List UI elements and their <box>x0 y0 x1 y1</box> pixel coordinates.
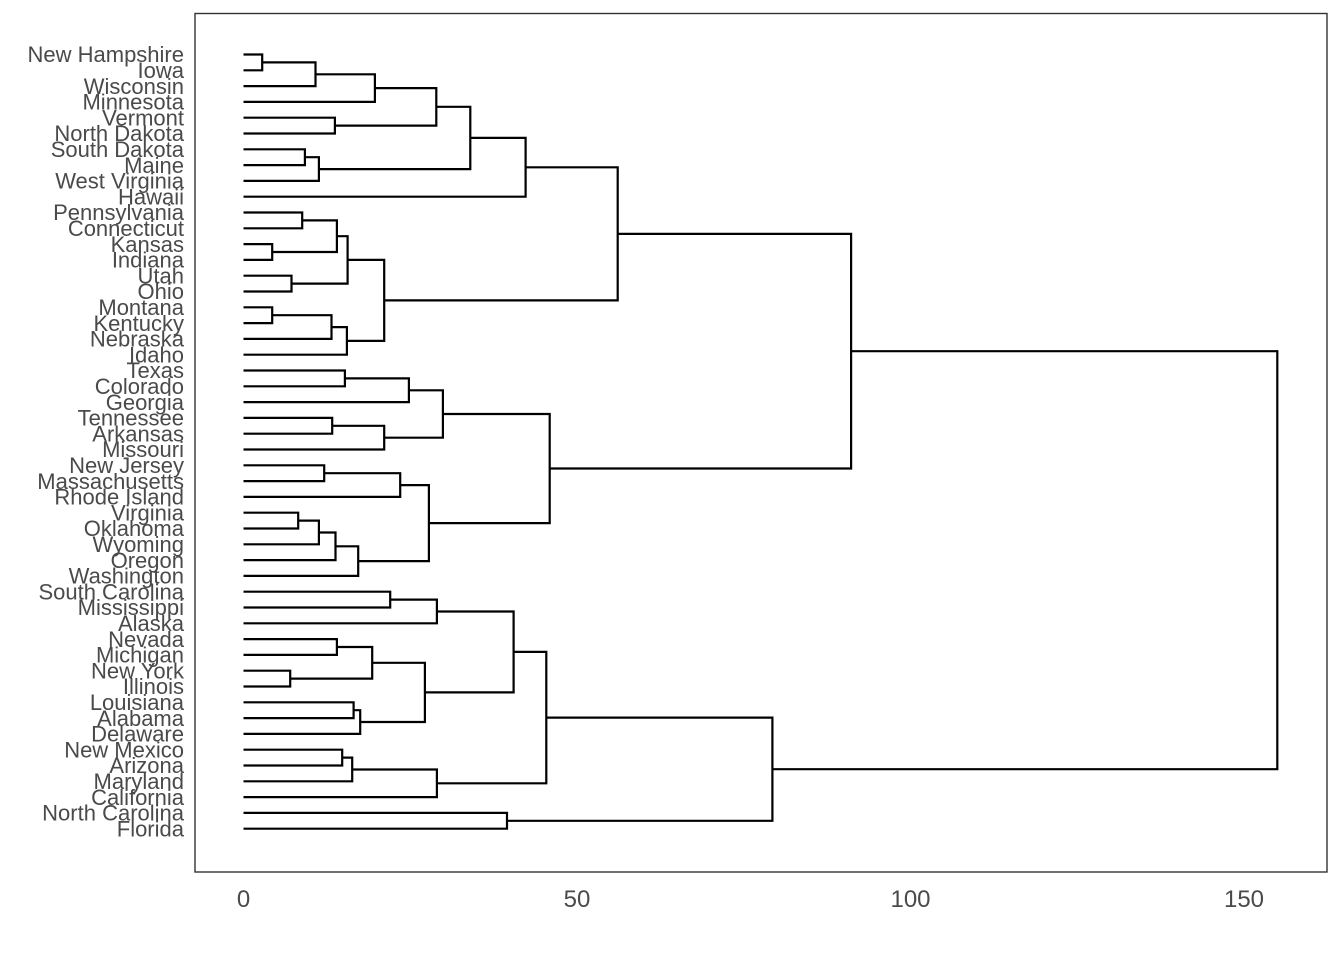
leaf-label-michigan: Michigan <box>96 643 184 668</box>
leaf-label-alaska: Alaska <box>118 611 185 636</box>
x-axis-tick-label: 150 <box>1224 886 1264 913</box>
leaf-label-maryland: Maryland <box>94 769 184 794</box>
leaf-label-mississippi: Mississippi <box>78 595 184 620</box>
x-axis-tick-label: 0 <box>237 886 250 913</box>
x-axis-tick-label: 100 <box>890 886 930 913</box>
leaf-label-missouri: Missouri <box>102 437 184 462</box>
leaf-label-arizona: Arizona <box>109 753 184 778</box>
leaf-label-utah: Utah <box>138 263 184 288</box>
leaf-label-delaware: Delaware <box>91 722 184 747</box>
leaf-label-virginia: Virginia <box>111 500 185 525</box>
leaf-label-massachusetts: Massachusetts <box>37 469 184 494</box>
leaf-label-hawaii: Hawaii <box>118 184 184 209</box>
leaf-label-california: California <box>91 785 185 810</box>
leaf-label-connecticut: Connecticut <box>68 216 184 241</box>
dendrogram-segments <box>243 53 1279 830</box>
leaf-label-north-carolina: North Carolina <box>42 801 185 826</box>
leaf-label-arkansas: Arkansas <box>92 421 184 446</box>
y-axis-leaf-labels: New HampshireIowaWisconsinMinnesotaVermo… <box>28 42 185 841</box>
leaf-label-wisconsin: Wisconsin <box>84 74 184 99</box>
leaf-label-washington: Washington <box>69 564 184 589</box>
leaf-label-idaho: Idaho <box>129 342 184 367</box>
leaf-label-tennessee: Tennessee <box>78 406 184 431</box>
leaf-label-montana: Montana <box>98 295 184 320</box>
leaf-label-new-hampshire: New Hampshire <box>28 42 185 67</box>
leaf-label-wyoming: Wyoming <box>93 532 185 557</box>
leaf-label-new-mexico: New Mexico <box>64 737 184 762</box>
leaf-label-kentucky: Kentucky <box>94 311 185 336</box>
leaf-label-south-carolina: South Carolina <box>38 579 184 604</box>
leaf-label-texas: Texas <box>127 358 184 383</box>
leaf-label-georgia: Georgia <box>106 390 185 415</box>
leaf-label-indiana: Indiana <box>112 248 185 273</box>
leaf-label-oklahoma: Oklahoma <box>84 516 185 541</box>
leaf-label-illinois: Illinois <box>123 674 184 699</box>
leaf-label-louisiana: Louisiana <box>90 690 185 715</box>
leaf-label-pennsylvania: Pennsylvania <box>53 200 185 225</box>
leaf-label-nevada: Nevada <box>108 627 185 652</box>
leaf-label-oregon: Oregon <box>111 548 184 573</box>
leaf-label-new-jersey: New Jersey <box>69 453 184 478</box>
leaf-label-florida: Florida <box>117 816 185 841</box>
leaf-label-south-dakota: South Dakota <box>51 137 185 162</box>
leaf-label-kansas: Kansas <box>111 232 184 257</box>
leaf-label-minnesota: Minnesota <box>82 90 184 115</box>
leaf-label-nebraska: Nebraska <box>90 327 185 352</box>
leaf-label-alabama: Alabama <box>97 706 185 731</box>
leaf-label-north-dakota: North Dakota <box>54 121 184 146</box>
leaf-label-iowa: Iowa <box>138 58 185 83</box>
x-axis-tick-labels: 0 50 100 150 <box>237 886 1264 913</box>
leaf-label-west-virginia: West Virginia <box>55 169 185 194</box>
leaf-label-ohio: Ohio <box>138 279 184 304</box>
x-axis-tick-label: 50 <box>564 886 591 913</box>
leaf-label-rhode-island: Rhode Island <box>54 485 184 510</box>
leaf-label-new-york: New York <box>91 658 185 683</box>
leaf-label-vermont: Vermont <box>102 105 184 130</box>
dendrogram-segment <box>772 350 1279 771</box>
leaf-label-colorado: Colorado <box>95 374 184 399</box>
leaf-label-maine: Maine <box>124 153 184 178</box>
plot-panel <box>194 12 1328 873</box>
